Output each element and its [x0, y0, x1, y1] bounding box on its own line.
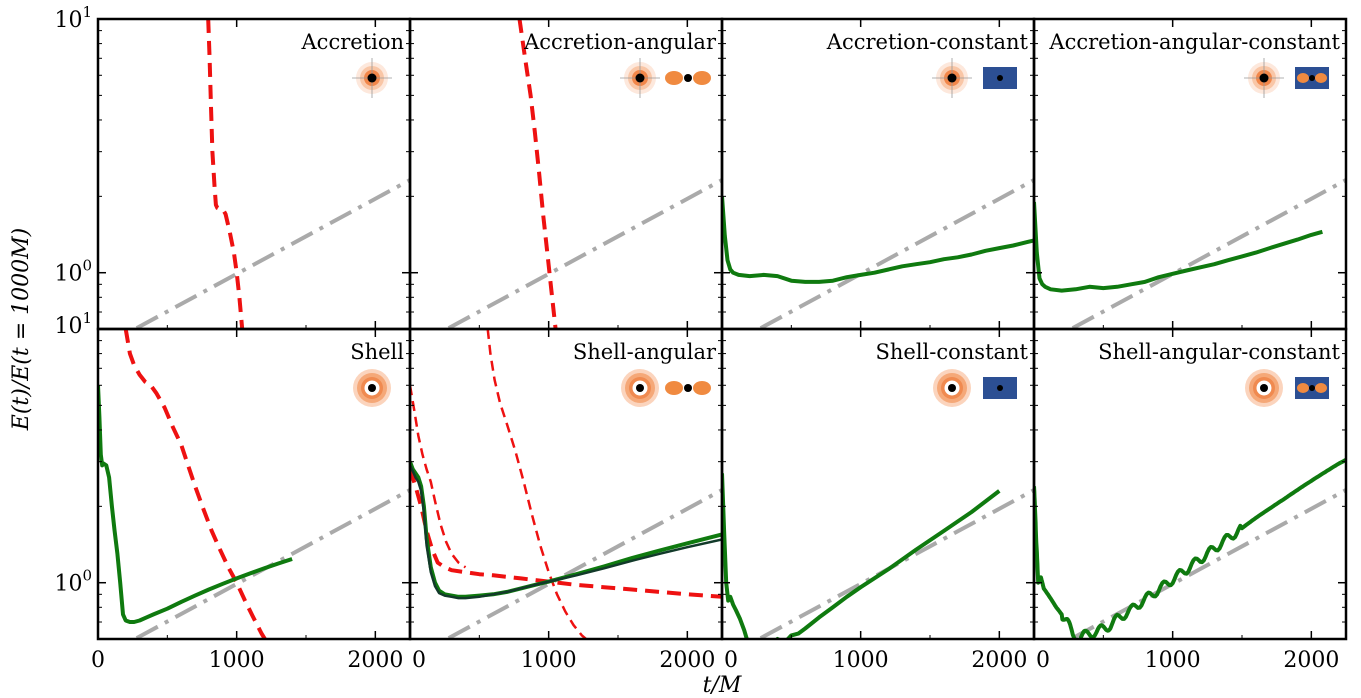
series-line — [410, 468, 722, 599]
shell-icon — [353, 369, 391, 407]
reference-line — [442, 178, 722, 329]
x-tick-label: 0 — [724, 648, 738, 673]
ticks — [409, 18, 722, 330]
x-tick-label: 0 — [1036, 648, 1050, 673]
accretion-disk-icon — [352, 58, 392, 98]
y-tick-label: 101 — [54, 309, 92, 339]
panel-title: Shell — [350, 340, 404, 364]
ticks — [721, 328, 1034, 640]
series-line — [410, 464, 722, 600]
y-tick-label: 100 — [54, 567, 92, 597]
panel-title: Accretion-constant — [826, 30, 1029, 54]
shell-icon — [1245, 369, 1283, 407]
dipole-icon — [665, 71, 711, 85]
constant-field-icon — [983, 377, 1017, 399]
shell-icon — [621, 369, 659, 407]
x-axis-label: t/M — [703, 673, 742, 698]
x-tick-label: 2000 — [1283, 648, 1339, 673]
x-tick-label: 2000 — [347, 648, 403, 673]
panel-title: Shell-angular — [573, 340, 717, 364]
panel-frame — [408, 17, 724, 331]
panel-title: Accretion — [301, 30, 404, 54]
series-line — [1034, 458, 1346, 639]
series-line — [123, 329, 268, 639]
x-tick-label: 1000 — [1145, 648, 1201, 673]
ticks — [721, 18, 1034, 330]
panel-title: Accretion-angular — [523, 30, 717, 54]
panel-accretion-angular: Accretion-angular — [408, 17, 724, 331]
x-tick-label: 1000 — [209, 648, 265, 673]
ticks — [1033, 328, 1346, 640]
panel-frame — [1032, 327, 1348, 641]
accretion-disk-icon — [1244, 58, 1284, 98]
x-tick-label: 1000 — [833, 648, 889, 673]
dipole-field-icon — [1295, 377, 1329, 399]
panel-accretion-angular-constant: Accretion-angular-constant — [1032, 17, 1348, 331]
panel-frame — [720, 327, 1036, 641]
dipole-field-icon — [1295, 67, 1329, 89]
panel-title: Shell-angular-constant — [1098, 340, 1340, 364]
series-line — [517, 19, 558, 329]
panel-shell-angular-constant: Shell-angular-constant — [1032, 327, 1348, 641]
panel-accretion: Accretion — [96, 17, 412, 331]
shell-icon — [933, 369, 971, 407]
panels-group: Accretion Accretion-angular Accretion-cons… — [96, 17, 1348, 641]
dipole-icon — [665, 381, 711, 395]
x-tick-label: 2000 — [971, 648, 1027, 673]
series-line — [206, 19, 245, 329]
series-line — [486, 329, 588, 639]
x-tick-label: 1000 — [521, 648, 577, 673]
reference-line — [130, 178, 410, 329]
axis-labels-group: 0 1000 2000 0 1000 2000 0 1000 2000 0 1000 2000 101 1… — [9, 3, 1339, 698]
y-tick-label: 101 — [54, 3, 92, 33]
panel-accretion-constant: Accretion-constant — [720, 17, 1036, 331]
series-line — [722, 196, 1034, 284]
panel-shell: Shell — [96, 327, 412, 641]
panel-title: Accretion-angular-constant — [1048, 30, 1340, 54]
accretion-disk-icon — [932, 58, 972, 98]
reference-line — [442, 488, 722, 639]
reference-line — [130, 488, 410, 639]
series-line — [1034, 201, 1323, 293]
panel-frame — [720, 17, 1036, 331]
panel-frame — [1032, 17, 1348, 331]
constant-field-icon — [983, 67, 1017, 89]
y-axis-label: E(t)/E(t = 1000M) — [9, 228, 34, 431]
x-tick-label: 0 — [91, 648, 105, 673]
series-line — [98, 385, 293, 624]
y-tick-label: 100 — [54, 257, 92, 287]
x-tick-label: 2000 — [659, 648, 715, 673]
reference-line — [1066, 178, 1346, 329]
reference-line — [754, 178, 1034, 329]
ticks — [1033, 18, 1346, 330]
panel-shell-constant: Shell-constant — [720, 327, 1036, 641]
accretion-disk-icon — [620, 58, 660, 98]
panel-shell-angular: Shell-angular — [408, 327, 724, 641]
panel-title: Shell-constant — [876, 340, 1029, 364]
series-line — [722, 473, 1001, 639]
x-tick-label: 0 — [412, 648, 426, 673]
